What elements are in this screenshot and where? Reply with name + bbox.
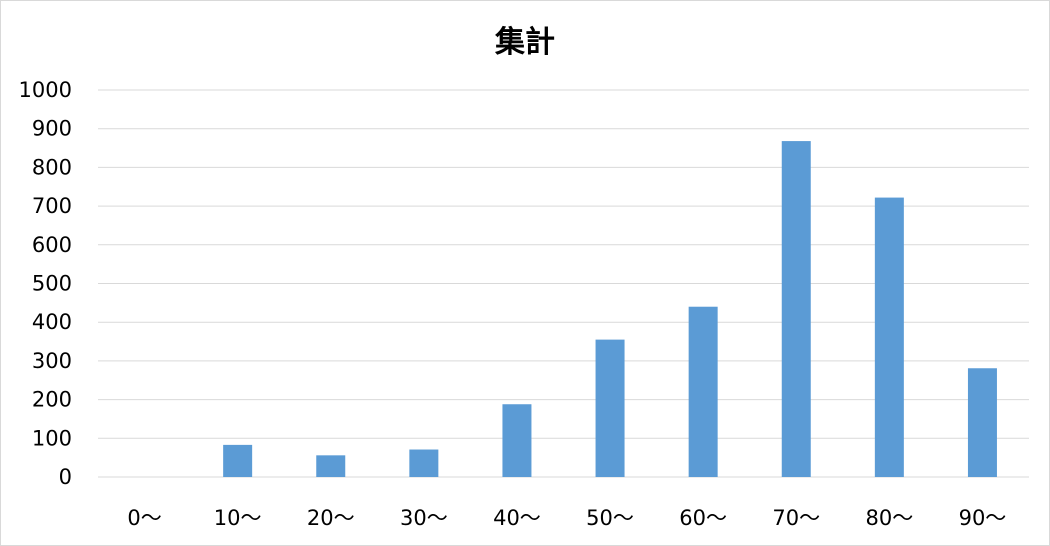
x-tick-label: 30～ [400, 506, 448, 530]
bars [223, 141, 997, 478]
y-tick-label: 800 [32, 155, 72, 179]
x-tick-label: 20～ [307, 506, 355, 530]
bar [595, 339, 625, 477]
chart-title: 集計 [495, 25, 555, 60]
x-tick-label: 10～ [214, 506, 262, 530]
y-tick-label: 500 [32, 272, 72, 296]
x-tick-label: 0～ [127, 506, 161, 530]
x-tick-label: 50～ [586, 506, 634, 530]
bar [688, 306, 718, 477]
y-tick-label: 1000 [19, 78, 72, 102]
bar [409, 449, 439, 477]
y-tick-label: 600 [32, 233, 72, 257]
y-tick-label: 700 [32, 194, 72, 218]
x-tick-label: 80～ [865, 506, 913, 530]
x-axis-ticks: 0～ 10～ 20～ 30～ 40～ 50～ 60～ 70～ 80～ 90～ [127, 506, 1006, 530]
y-tick-label: 400 [32, 310, 72, 334]
y-tick-label: 100 [32, 426, 72, 450]
x-tick-label: 60～ [679, 506, 727, 530]
y-tick-label: 300 [32, 349, 72, 373]
y-tick-label: 0 [59, 465, 72, 489]
x-tick-label: 40～ [493, 506, 541, 530]
bar [316, 455, 346, 477]
bar [223, 444, 253, 477]
bar [502, 404, 532, 477]
x-tick-label: 70～ [772, 506, 820, 530]
y-tick-label: 900 [32, 117, 72, 141]
bar [874, 197, 904, 477]
y-tick-label: 200 [32, 388, 72, 412]
x-tick-label: 90～ [959, 506, 1007, 530]
bar [967, 368, 997, 477]
bar [781, 141, 811, 478]
gridlines [98, 89, 1029, 478]
y-axis-ticks: 0 100 200 300 400 500 600 700 800 900 1000 [19, 78, 72, 489]
